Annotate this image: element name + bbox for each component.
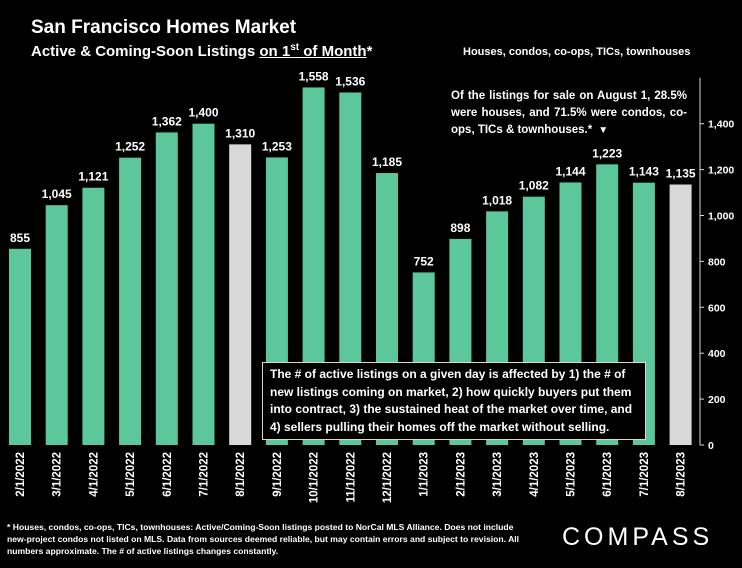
x-tick-label: 3/1/2023 (492, 452, 504, 497)
x-tick-label: 12/1/2022 (382, 452, 394, 503)
value-label: 752 (414, 254, 434, 268)
value-label: 855 (10, 231, 30, 245)
property-types-label: Houses, condos, co-ops, TICs, townhouses (463, 46, 691, 58)
x-tick-label: 7/1/2023 (639, 452, 651, 497)
chart-title: San Francisco Homes Market (31, 17, 297, 38)
x-tick-label: 4/1/2022 (88, 452, 100, 497)
value-label: 1,018 (482, 193, 512, 207)
y-tick-label: 0 (708, 440, 714, 452)
value-label: 898 (450, 221, 470, 235)
bar-11/1/2022 (339, 92, 362, 445)
x-tick-label: 2/1/2023 (455, 452, 467, 497)
chart-subtitle: Active & Coming-Soon Listings on 1st of … (31, 42, 373, 60)
x-tick-label: 1/1/2023 (419, 452, 431, 497)
x-tick-label: 6/1/2023 (602, 452, 614, 497)
bar-4/1/2022 (82, 187, 105, 445)
bar-5/1/2022 (119, 157, 142, 445)
x-axis-labels-group: 2/1/2022 3/1/2022 4/1/2022 5/1/2022 6/1/2022… (15, 452, 688, 503)
value-label: 1,400 (188, 106, 218, 120)
x-tick-label: 8/1/2023 (676, 452, 688, 497)
value-label: 1,252 (115, 140, 145, 154)
property-mix-note: Of the listings for sale on August 1, 28… (451, 90, 687, 136)
x-tick-label: 6/1/2022 (162, 452, 174, 497)
value-label: 1,558 (299, 69, 329, 83)
value-label: 1,362 (152, 114, 182, 128)
value-label: 1,144 (555, 164, 585, 178)
y-tick-label: 400 (708, 348, 726, 360)
triangle-down-icon: ▼ (598, 125, 609, 136)
value-label: 1,253 (262, 139, 292, 153)
value-label: 1,045 (42, 187, 72, 201)
value-label: 1,223 (592, 146, 622, 160)
y-tick-label: 200 (708, 394, 726, 406)
bar-2/1/2022 (9, 248, 31, 445)
value-label: 1,082 (519, 179, 549, 193)
y-tick-label: 600 (708, 302, 726, 314)
x-tick-label: 5/1/2022 (125, 452, 137, 497)
y-tick-label: 1,200 (708, 165, 734, 177)
bar-7/1/2022 (192, 123, 215, 445)
y-tick-label: 1,400 (708, 119, 734, 131)
x-tick-label: 7/1/2022 (199, 452, 211, 497)
footnote: * Houses, condos, co-ops, TICs, townhous… (7, 522, 520, 556)
bar-10/1/2022 (302, 87, 325, 446)
bars-group (9, 87, 692, 446)
bar-8/1/2023 (669, 184, 692, 445)
x-tick-label: 5/1/2023 (566, 452, 578, 497)
compass-logo: COMPASS (562, 523, 714, 551)
value-label: 1,185 (372, 155, 402, 169)
value-label: 1,536 (335, 74, 365, 88)
value-label: 1,143 (629, 165, 659, 179)
x-tick-label: 8/1/2022 (235, 452, 247, 497)
x-tick-label: 3/1/2022 (52, 452, 64, 497)
value-label: 1,310 (225, 126, 255, 140)
x-tick-label: 11/1/2022 (345, 452, 357, 503)
y-tick-label: 1,000 (708, 211, 734, 223)
y-axis-group: 0 200 400 600 800 1,000 1,200 1,400 (699, 77, 734, 452)
bar-8/1/2022 (229, 144, 252, 446)
x-tick-label: 10/1/2022 (309, 452, 321, 503)
bar-chart: 855 1,045 1,121 1,252 1,362 1,400 1,310 1,253 1,… (9, 69, 734, 503)
bar-3/1/2022 (45, 205, 68, 445)
value-label: 1,121 (78, 170, 108, 184)
y-tick-label: 800 (708, 256, 726, 268)
active-listings-note: The # of active listings on a given day … (262, 362, 646, 440)
bar-6/1/2022 (155, 132, 178, 445)
value-labels-group: 855 1,045 1,121 1,252 1,362 1,400 1,310 1,253 1,… (10, 69, 696, 268)
x-tick-label: 9/1/2022 (272, 452, 284, 497)
value-label: 1,135 (666, 167, 696, 181)
x-tick-label: 2/1/2022 (15, 452, 27, 497)
x-tick-label: 4/1/2023 (529, 452, 541, 497)
